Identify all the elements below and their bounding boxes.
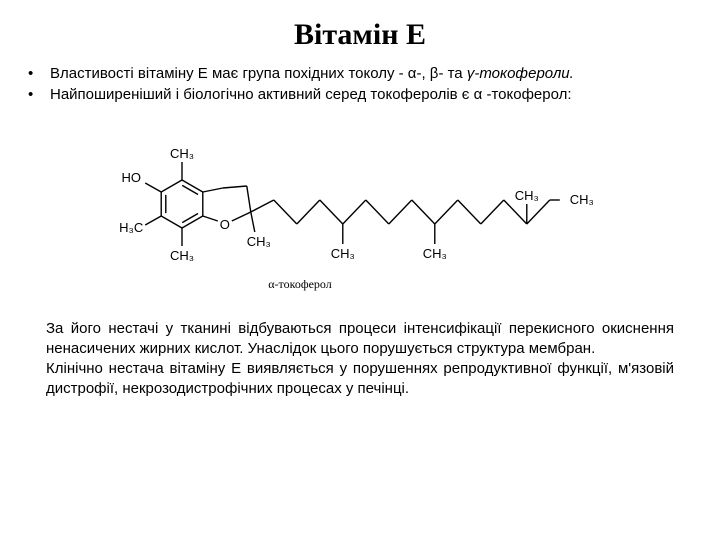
paragraph-1: За його нестачі у тканині відбуваються п…	[46, 319, 674, 360]
bullet-item: • Властивості вітаміну Е має група похід…	[28, 64, 692, 84]
bullet-item: • Найпоширеніший і біологічно активний с…	[28, 85, 692, 105]
chemical-structure: CH₃ HO H₃C CH₃ O CH₃ CH₃ CH₃ CH₃ CH₃ α-токоферол	[28, 126, 692, 301]
bullet-1-italic: γ-токофероли.	[467, 65, 574, 82]
svg-text:O: O	[220, 217, 230, 232]
bullet-text: Властивості вітаміну Е має група похідни…	[50, 64, 692, 84]
paragraph-2: Клінічно нестача вітаміну Е виявляється …	[46, 359, 674, 400]
svg-text:H₃C: H₃C	[119, 220, 143, 235]
bullet-text: Найпоширеніший і біологічно активний сер…	[50, 85, 692, 105]
svg-text:CH₃: CH₃	[515, 188, 539, 203]
svg-text:HO: HO	[121, 170, 141, 185]
bullet-mark: •	[28, 64, 50, 84]
page-title: Вітамін Е	[28, 18, 692, 52]
svg-text:CH₃: CH₃	[331, 246, 355, 261]
svg-text:CH₃: CH₃	[170, 146, 194, 161]
bullet-1-pre: Властивості вітаміну Е має група похідни…	[50, 65, 467, 82]
svg-text:α-токоферол: α-токоферол	[268, 277, 332, 291]
tocopherol-svg: CH₃ HO H₃C CH₃ O CH₃ CH₃ CH₃ CH₃ CH₃ α-токоферол	[100, 126, 620, 301]
bullet-mark: •	[28, 85, 50, 105]
svg-text:CH₃: CH₃	[170, 248, 194, 263]
bullet-list: • Властивості вітаміну Е має група похід…	[28, 64, 692, 106]
svg-text:CH₃: CH₃	[247, 234, 271, 249]
svg-text:CH₃: CH₃	[423, 246, 447, 261]
svg-text:CH₃: CH₃	[570, 192, 594, 207]
